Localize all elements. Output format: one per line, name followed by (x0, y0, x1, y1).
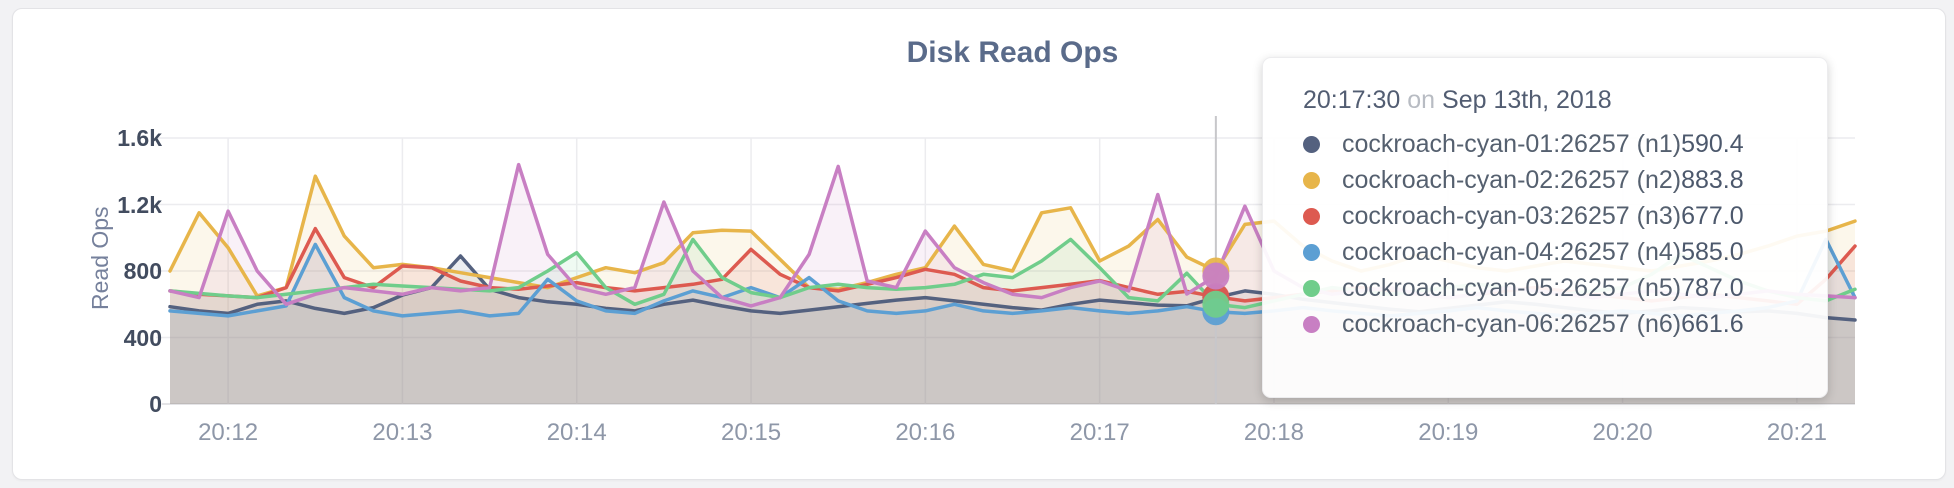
series-name: cockroach-cyan-06:26257 (n6) (1342, 309, 1682, 338)
tooltip-row: cockroach-cyan-04:26257 (n4) 585.0 (1303, 234, 1744, 270)
series-name: cockroach-cyan-02:26257 (n2) (1342, 165, 1682, 194)
tooltip-row: cockroach-cyan-06:26257 (n6) 661.6 (1303, 306, 1744, 342)
y-tick-label: 0 (149, 391, 162, 417)
y-tick-label: 400 (123, 324, 162, 351)
y-tick-label: 1.2k (117, 191, 162, 218)
tooltip-time: 20:17:30 (1303, 86, 1401, 114)
x-tick-label: 20:18 (1243, 419, 1304, 446)
series-value: 883.8 (1681, 165, 1744, 194)
x-tick-label: 20:12 (198, 419, 259, 446)
x-tick-label: 20:21 (1766, 419, 1827, 446)
x-tick-label: 20:15 (721, 419, 782, 446)
tooltip-row: cockroach-cyan-02:26257 (n2) 883.8 (1303, 162, 1744, 198)
x-tick-label: 20:19 (1418, 419, 1479, 446)
series-color-dot-icon (1303, 315, 1320, 333)
series-color-dot-icon (1303, 279, 1320, 297)
x-tick-label: 20:16 (895, 419, 956, 446)
series-color-dot-icon (1303, 171, 1320, 189)
series-value: 787.0 (1681, 273, 1744, 302)
series-value: 661.6 (1681, 309, 1744, 338)
series-color-dot-icon (1303, 135, 1320, 153)
y-tick-label: 1.6k (117, 125, 162, 151)
tooltip-date: Sep 13th, 2018 (1442, 86, 1612, 114)
series-color-dot-icon (1303, 243, 1320, 261)
tooltip-row: cockroach-cyan-03:26257 (n3) 677.0 (1303, 198, 1744, 234)
hover-tooltip: 20:17:30 on Sep 13th, 2018 cockroach-cya… (1262, 57, 1828, 398)
tooltip-header: 20:17:30 on Sep 13th, 2018 (1303, 84, 1731, 116)
series-value: 677.0 (1681, 201, 1744, 230)
series-name: cockroach-cyan-01:26257 (n1) (1342, 129, 1682, 158)
x-tick-label: 20:14 (546, 419, 607, 446)
series-name: cockroach-cyan-04:26257 (n4) (1342, 237, 1682, 266)
x-tick-label: 20:20 (1592, 419, 1653, 446)
hover-dot-n6[interactable] (1202, 262, 1230, 290)
series-color-dot-icon (1303, 207, 1320, 225)
chart-title: Disk Read Ops (906, 36, 1119, 69)
y-tick-label: 800 (123, 258, 162, 284)
tooltip-row: cockroach-cyan-01:26257 (n1) 590.4 (1303, 126, 1744, 162)
series-value: 590.4 (1681, 129, 1744, 158)
tooltip-rows: cockroach-cyan-01:26257 (n1) 590.4 cockroa… (1303, 126, 1744, 342)
series-name: cockroach-cyan-03:26257 (n3) (1342, 201, 1682, 230)
x-tick-label: 20:13 (372, 419, 433, 446)
tooltip-row: cockroach-cyan-05:26257 (n5) 787.0 (1303, 270, 1744, 306)
hover-dot-n5[interactable] (1202, 290, 1230, 318)
series-value: 585.0 (1681, 237, 1744, 266)
x-tick-label: 20:17 (1069, 419, 1130, 446)
series-name: cockroach-cyan-05:26257 (n5) (1342, 273, 1682, 302)
tooltip-connector: on (1407, 86, 1436, 114)
